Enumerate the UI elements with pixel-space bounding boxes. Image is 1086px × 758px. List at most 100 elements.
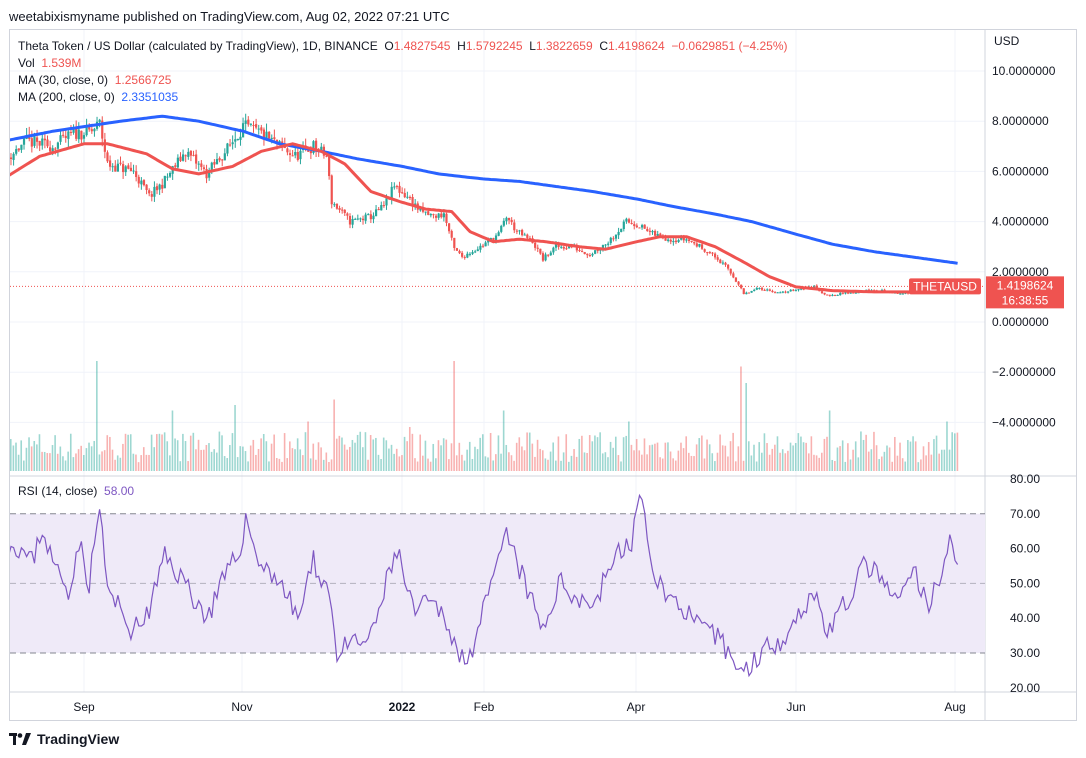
candle-body (510, 219, 513, 223)
candle-body (262, 129, 266, 139)
candle-body (382, 205, 385, 207)
volume-bar (847, 443, 849, 471)
volume-bar (633, 450, 635, 471)
volume-bar (93, 440, 96, 471)
volume-bar (565, 434, 568, 471)
volume-bar (570, 455, 573, 471)
rsi-line (10, 493, 959, 678)
volume-bar (103, 450, 106, 471)
volume-bar (648, 445, 651, 471)
volume-bar (15, 442, 17, 471)
chart-canvas[interactable]: THETAUSD 1.419862416:38:55USD10.00000008.… (10, 30, 1076, 720)
volume-bar (273, 434, 275, 471)
volume-bar (137, 462, 140, 471)
candle-body (82, 135, 86, 139)
volume-bar (132, 453, 135, 471)
volume-bar (382, 437, 385, 471)
volume-bar (711, 453, 714, 471)
footer-brand[interactable]: TradingView (9, 731, 119, 747)
candle-body (562, 247, 565, 249)
volume-bar (17, 454, 20, 471)
volume-bar (148, 454, 150, 471)
candle-body (46, 139, 49, 147)
candle-body (393, 186, 396, 188)
rsi-tick-label: 60.00 (1010, 542, 1040, 556)
volume-bar (495, 454, 497, 471)
candle-body (523, 234, 526, 236)
volume-bar (784, 453, 787, 471)
candle-body (497, 232, 500, 236)
time-tick-label: Apr (627, 700, 646, 714)
candle-body (333, 204, 336, 206)
volume-bar (578, 438, 581, 471)
candle-body (521, 229, 524, 236)
volume-bar (912, 436, 914, 471)
candle-body (270, 137, 273, 139)
volume-bar (654, 443, 656, 471)
candle-body (200, 163, 203, 167)
candle-body (849, 292, 852, 294)
volume-bar (476, 449, 479, 471)
candle-body (296, 152, 299, 160)
volume-bar (612, 447, 614, 471)
volume-bar (356, 434, 359, 471)
volume-bar (943, 449, 946, 471)
candle-body (119, 162, 122, 164)
candle-body (771, 290, 774, 293)
volume-bar (156, 434, 158, 471)
volume-bar (401, 455, 403, 471)
candle-body (108, 160, 112, 167)
volume-bar (346, 449, 348, 471)
candle-body (213, 162, 216, 165)
legend-rsi-value: 58.00 (104, 484, 135, 498)
volume-bar (555, 460, 557, 471)
candle-body (90, 129, 93, 132)
candle-body (554, 244, 558, 248)
candle-body (560, 246, 563, 248)
publish-caption: weetabixismyname published on TradingVie… (9, 9, 450, 24)
volume-bar (828, 410, 831, 471)
volume-bar (620, 461, 622, 471)
candle-body (15, 149, 18, 154)
volume-bar (641, 454, 643, 471)
volume-bar (771, 448, 774, 471)
candle-body (575, 245, 578, 251)
candle-body (698, 243, 701, 247)
volume-bar (140, 455, 142, 471)
volume-bar (479, 437, 481, 471)
candle-body (145, 184, 148, 191)
volume-bar (481, 434, 484, 471)
candle-body (179, 156, 182, 162)
candle-body (255, 124, 258, 128)
volume-bar (646, 454, 648, 471)
legend-rsi-label: RSI (14, close) (18, 484, 98, 498)
volume-bar (176, 440, 179, 471)
candle-body (132, 170, 135, 172)
volume-bar (849, 459, 852, 471)
candle-body (286, 148, 289, 153)
volume-bar (484, 456, 487, 471)
volume-bar (907, 440, 909, 471)
candle-body (648, 230, 651, 232)
volume-bar (510, 455, 513, 471)
volume-bar (807, 453, 810, 471)
candle-body (122, 164, 125, 173)
candle-body (210, 162, 213, 171)
volume-bar (763, 433, 766, 471)
volume-bar (135, 454, 137, 471)
candle-body (706, 252, 709, 254)
legend-ma30: MA (30, close, 0) 1.2566725 (18, 73, 171, 87)
candle-body (265, 131, 268, 141)
volume-bar (69, 433, 72, 471)
volume-bar (831, 459, 834, 471)
legend-l-label: L (529, 39, 536, 53)
legend-close: 1.4198624 (607, 39, 665, 53)
candle-body (747, 292, 751, 294)
chart-frame[interactable]: THETAUSD 1.4198624 16:38:55 USD 10.0000000 8.… (9, 29, 1077, 721)
candle-body (192, 154, 195, 156)
volume-bar (122, 443, 124, 471)
volume-bar (41, 451, 43, 471)
volume-bar (862, 439, 865, 471)
candle-body (612, 238, 615, 240)
candle-body (594, 250, 597, 254)
